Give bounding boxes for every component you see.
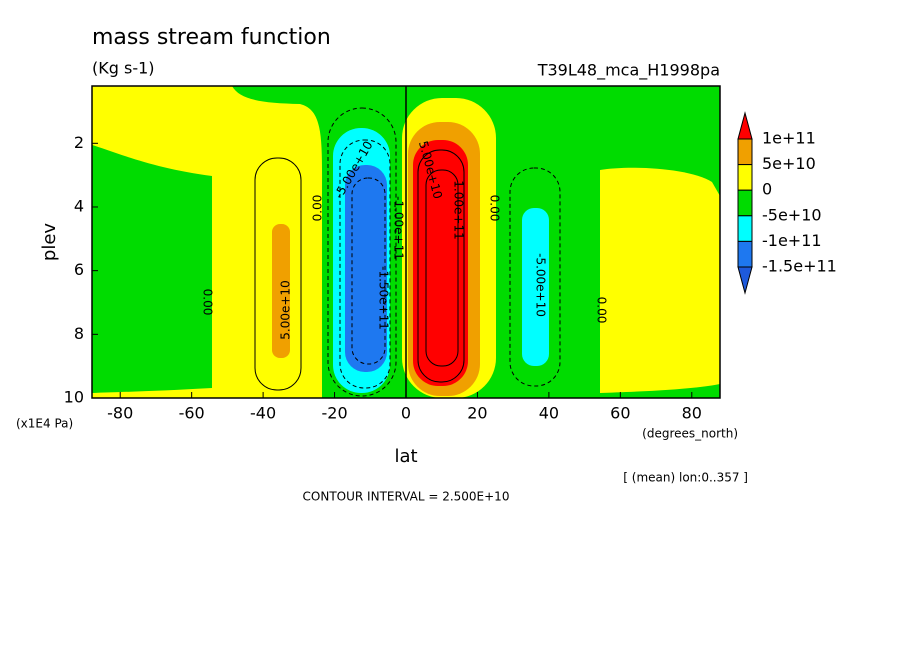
contour-line [339,139,391,389]
contour-label: 0.00 [311,195,325,222]
contour-line [425,169,459,367]
colorbar-label: -1.5e+11 [762,257,837,276]
x-tick-label: 80 [682,404,702,423]
contour-fill [92,145,212,393]
colorbar-label: -5e+10 [762,205,822,224]
contour-line [509,167,561,387]
contour-line [254,157,302,391]
colorbar-swatch [737,111,753,140]
contour-label: 1.00e+11 [452,180,466,239]
y-tick-label: 2 [74,133,84,152]
contour-label: 0.00 [595,297,609,324]
contour-line [351,177,386,365]
contour-line [327,107,397,397]
contour-label: -5.00e+10 [534,253,548,317]
contour-fill [600,167,720,393]
x-tick-label: -20 [321,404,347,423]
x-tick-label: -40 [250,404,276,423]
contour-line [417,149,465,383]
colorbar-label: 0 [762,180,772,199]
colorbar-swatch [737,164,753,191]
y-tick-label: 4 [74,196,84,215]
note: [ (mean) lon:0..357 ] [623,471,748,485]
x-tick-label: 20 [467,404,487,423]
x-tick-label: -80 [107,404,133,423]
x-tick-label: -60 [179,404,205,423]
contour-label: 0.00 [488,195,502,222]
y-axis-label: plev [39,223,60,262]
colorbar-label: 1e+11 [762,129,816,148]
y-tick-label: 10 [64,388,84,407]
contour-fill [345,165,387,372]
x-tick-label: 40 [539,404,559,423]
colorbar-swatch [737,266,753,295]
contour-fill [522,208,549,366]
y-tick-label: 8 [74,324,84,343]
chart-title: mass stream function [92,25,331,50]
contour-fill [413,140,468,386]
contour-fill [272,224,290,358]
x-tick-label: 0 [401,404,411,423]
contour-interval: CONTOUR INTERVAL = 2.500E+10 [303,490,510,504]
contour-label: 5.00e+10 [279,280,293,339]
colorbar-label: 5e+10 [762,154,816,173]
colorbar-swatch [737,240,753,268]
x-axis-unit: (degrees_north) [642,427,738,441]
colorbar-swatch [737,189,753,217]
x-tick-label: 60 [610,404,630,423]
contour-label: -1.00e+11 [392,196,406,260]
y-axis-unit: (x1E4 Pa) [16,417,73,431]
colorbar-swatch [737,215,753,242]
contour-label: 0.00 [201,289,215,316]
colorbar-label: -1e+11 [762,231,822,250]
chart-subtitle: (Kg s-1) [92,59,155,78]
y-tick-label: 6 [74,260,84,279]
x-axis-label: lat [394,446,417,467]
run-label: T39L48_mca_H1998pa [537,61,720,81]
colorbar-swatch [737,138,753,166]
contour-label: -1.50e+11 [377,266,391,330]
